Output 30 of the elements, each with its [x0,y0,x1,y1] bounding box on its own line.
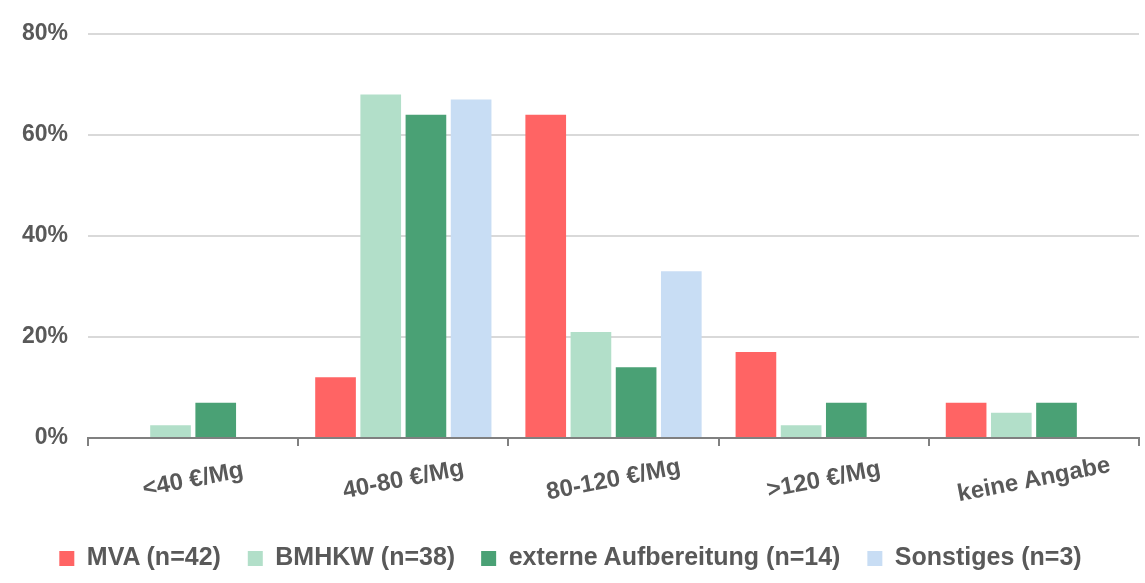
bar [525,114,567,437]
legend-label: BMHKW (n=38) [275,542,456,571]
bar [780,425,822,437]
bar [990,412,1032,437]
legend-label: externe Aufbereitung (n=14) [508,542,841,571]
bar [1036,402,1077,437]
y-tick-label: 60% [21,120,69,147]
bar [150,425,191,437]
bar [450,99,492,437]
x-tick-label: 80-120 €/Mg [543,451,683,505]
bar [615,367,657,437]
bar [570,331,612,437]
y-tick-label: 0% [34,423,69,450]
bar [360,94,402,437]
y-tick-label: 40% [21,221,69,248]
bar [405,114,447,437]
x-tick-label: keine Angabe [954,450,1113,507]
bar [945,402,987,437]
bar [315,377,356,437]
bar [825,402,867,437]
legend-label: Sonstiges (n=3) [894,542,1082,571]
legend-label: MVA (n=42) [86,542,221,571]
bar [660,271,702,437]
y-tick-label: 20% [21,322,69,349]
y-tick-label: 80% [21,19,69,46]
bar [195,402,237,437]
bar [735,352,777,437]
x-tick-label: >120 €/Mg [764,453,883,503]
x-tick-label: <40 €/Mg [140,455,246,502]
x-tick-label: 40-80 €/Mg [340,453,466,504]
